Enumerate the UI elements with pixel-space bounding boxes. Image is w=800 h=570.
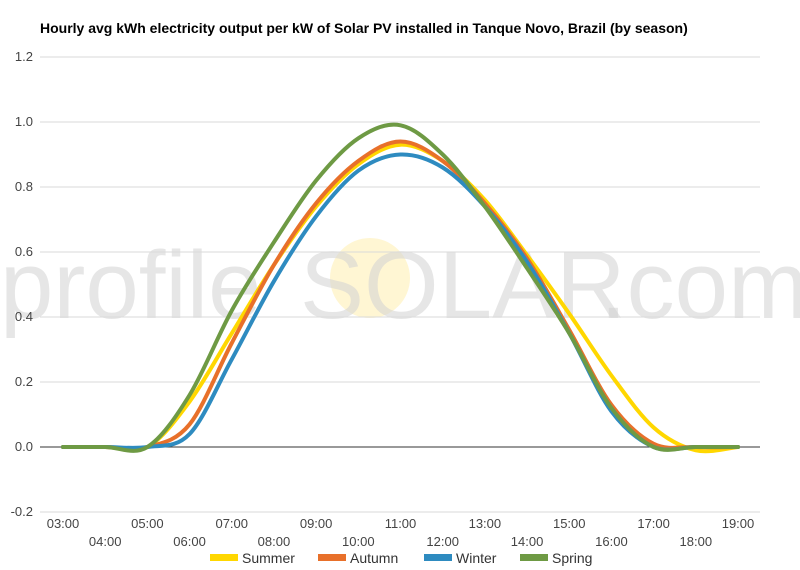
legend-swatch-autumn <box>318 554 346 561</box>
x-tick-label: 19:00 <box>722 516 755 531</box>
y-tick-label: 1.2 <box>15 49 33 64</box>
legend-label-summer: Summer <box>242 550 295 566</box>
legend-swatch-winter <box>424 554 452 561</box>
x-tick-label: 06:00 <box>173 534 206 549</box>
legend-label-spring: Spring <box>552 550 592 566</box>
x-tick-label: 14:00 <box>511 534 544 549</box>
legend-swatch-spring <box>520 554 548 561</box>
legend-label-winter: Winter <box>456 550 497 566</box>
watermark-text-mid: SOLAR <box>300 232 625 339</box>
x-tick-label: 11:00 <box>385 516 417 531</box>
x-tick-label: 17:00 <box>637 516 670 531</box>
watermark-sun-icon <box>330 238 410 318</box>
series-line-summer <box>61 142 740 454</box>
x-tick-label: 15:00 <box>553 516 586 531</box>
x-axis: 03:00 04:00 05:00 06:00 07:00 08:00 09:00 10:00… <box>47 516 755 549</box>
x-tick-label: 04:00 <box>89 534 122 549</box>
x-tick-label: 16:00 <box>595 534 628 549</box>
y-tick-label: 0.8 <box>15 179 33 194</box>
legend-swatch-summer <box>210 554 238 561</box>
x-tick-label: 12:00 <box>426 534 459 549</box>
x-tick-label: 08:00 <box>258 534 291 549</box>
watermark-text-left: profile <box>0 232 261 339</box>
y-tick-label: 1.0 <box>15 114 33 129</box>
x-tick-label: 18:00 <box>680 534 713 549</box>
x-tick-label: 07:00 <box>215 516 248 531</box>
legend-label-autumn: Autumn <box>350 550 398 566</box>
watermark: profile SOLAR.com <box>0 232 800 339</box>
series-line-autumn <box>61 139 740 451</box>
y-tick-label: 0.6 <box>15 244 33 259</box>
y-tick-label: -0.2 <box>11 504 33 519</box>
y-tick-label: 0.4 <box>15 309 33 324</box>
legend: Summer Autumn Winter Spring <box>210 550 592 566</box>
x-tick-label: 13:00 <box>469 516 502 531</box>
series-line-spring <box>61 122 740 453</box>
x-tick-label: 10:00 <box>342 534 375 549</box>
y-tick-label: 0.0 <box>15 439 33 454</box>
y-tick-label: 0.2 <box>15 374 33 389</box>
x-tick-label: 03:00 <box>47 516 80 531</box>
y-axis: -0.2 0.0 0.2 0.4 0.6 0.8 1.0 1.2 <box>11 49 33 519</box>
series-lines <box>61 122 740 454</box>
chart-title: Hourly avg kWh electricity output per kW… <box>40 20 688 36</box>
x-tick-label: 05:00 <box>131 516 164 531</box>
watermark-text-right: .com <box>600 232 800 339</box>
grid <box>40 56 760 513</box>
x-tick-label: 09:00 <box>300 516 333 531</box>
